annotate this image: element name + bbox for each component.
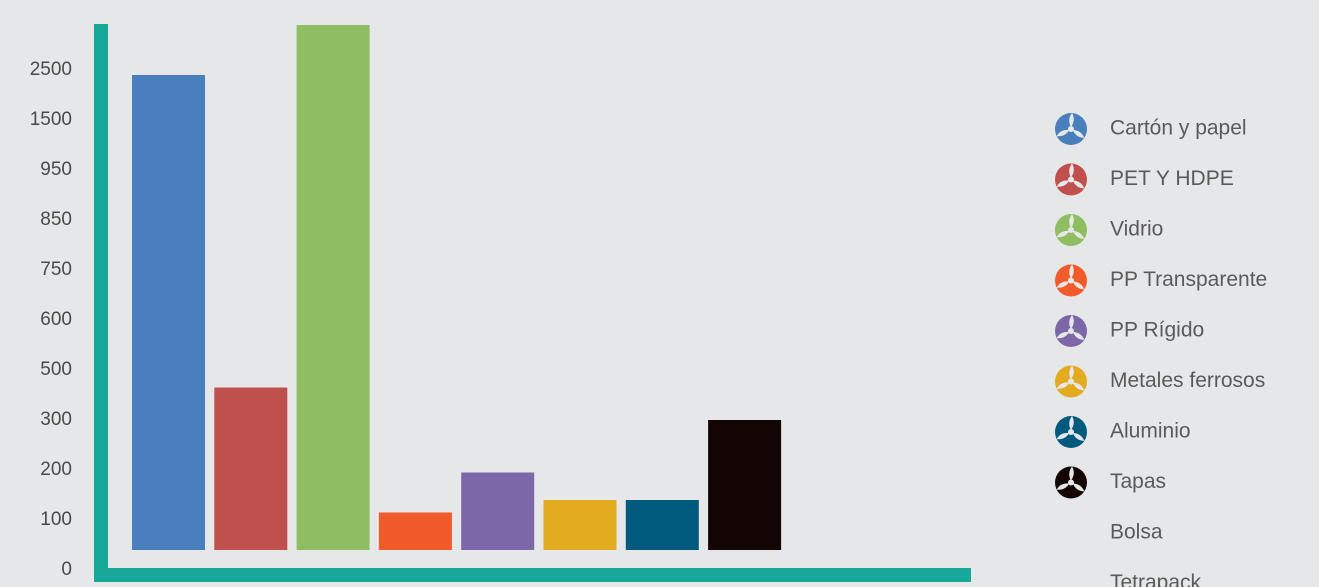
y-axis-line xyxy=(94,24,108,582)
bar-pp-r-gido xyxy=(461,472,535,550)
y-tick-label: 950 xyxy=(40,159,72,180)
bar-cart-n-y-papel xyxy=(132,75,205,550)
legend-label: Vidrio xyxy=(1110,218,1163,241)
legend-item: Metales ferrosos xyxy=(1055,365,1265,398)
y-axis-tick-labels: 0 100 200 300 500 600 750 850 950 1500 2500 xyxy=(30,59,72,580)
recycle-leaves-icon xyxy=(1055,466,1087,499)
legend-item: Tapas xyxy=(1055,466,1166,499)
legend-item: Tetrapack xyxy=(1110,571,1202,587)
y-tick-label: 500 xyxy=(40,359,72,380)
axes xyxy=(94,24,971,582)
legend: Cartón y papel PET Y HDPE Vidrio PP Transpa… xyxy=(1055,113,1267,587)
legend-label: PP Transparente xyxy=(1110,268,1267,291)
legend-item: PP Rígido xyxy=(1055,315,1204,347)
y-tick-label: 850 xyxy=(40,209,72,230)
y-tick-label: 300 xyxy=(40,409,72,430)
recycle-leaves-icon xyxy=(1055,214,1087,246)
bar-tapas xyxy=(708,420,782,550)
y-tick-label: 600 xyxy=(40,309,72,330)
legend-label: Cartón y papel xyxy=(1110,117,1247,140)
legend-item: Vidrio xyxy=(1055,214,1163,246)
bar-aluminio xyxy=(625,500,699,550)
legend-label: Tapas xyxy=(1110,470,1166,493)
legend-label: PP Rígido xyxy=(1110,319,1204,342)
y-tick-label: 200 xyxy=(40,459,72,480)
legend-item: Aluminio xyxy=(1055,416,1191,448)
bar-pet-y-hdpe xyxy=(214,387,288,550)
y-tick-label: 1500 xyxy=(30,109,72,130)
recycle-leaves-icon xyxy=(1055,264,1087,297)
legend-label: Metales ferrosos xyxy=(1110,369,1265,392)
y-tick-label: 0 xyxy=(61,559,72,580)
recycle-leaves-icon xyxy=(1055,416,1087,448)
legend-item: Cartón y papel xyxy=(1055,113,1247,145)
recycle-leaves-icon xyxy=(1055,163,1087,196)
recycle-leaves-icon xyxy=(1055,113,1087,145)
bar-vidrio xyxy=(296,25,370,550)
legend-item: PET Y HDPE xyxy=(1055,163,1234,196)
legend-item: PP Transparente xyxy=(1055,264,1267,297)
recycle-leaves-icon xyxy=(1055,365,1087,398)
legend-label: Aluminio xyxy=(1110,420,1191,443)
y-tick-label: 750 xyxy=(40,259,72,280)
y-tick-label: 2500 xyxy=(30,59,72,80)
legend-label: Bolsa xyxy=(1110,521,1163,544)
bar-metales-ferrosos xyxy=(543,500,617,550)
legend-label: PET Y HDPE xyxy=(1110,167,1234,190)
y-tick-label: 100 xyxy=(40,509,72,530)
legend-label: Tetrapack xyxy=(1110,571,1202,587)
bars xyxy=(132,25,782,550)
recycle-leaves-icon xyxy=(1055,315,1087,347)
legend-item: Bolsa xyxy=(1110,521,1163,544)
bar-pp-transparente xyxy=(378,512,452,550)
x-axis-line xyxy=(94,568,971,582)
